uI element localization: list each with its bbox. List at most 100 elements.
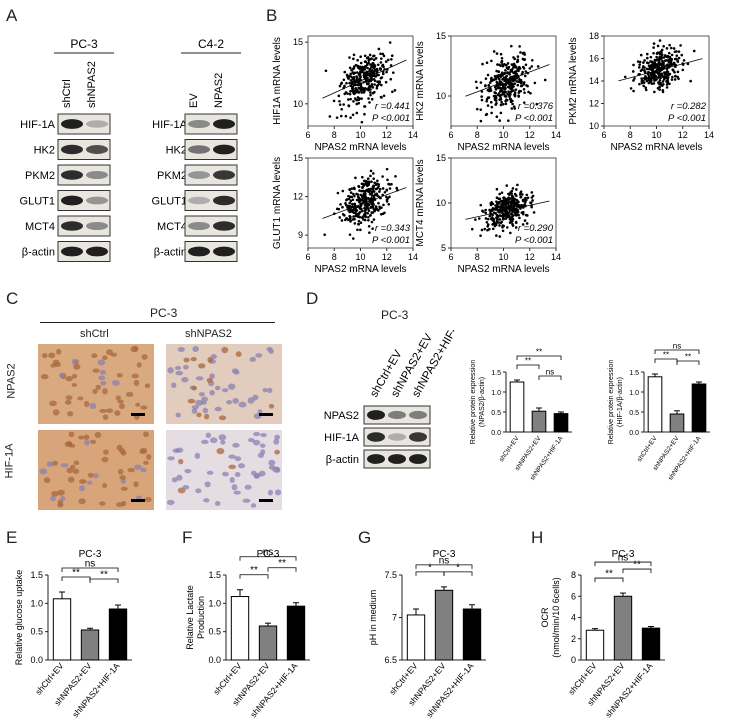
scatter-point <box>653 90 656 94</box>
scatter-point <box>654 75 658 78</box>
scatter-point <box>499 205 502 208</box>
scatter-point <box>652 82 656 85</box>
scatter-point <box>368 53 372 57</box>
blot-a-band <box>61 221 83 231</box>
scatter-point <box>364 196 368 200</box>
ihc-nucleus <box>95 384 101 391</box>
blot-a-protein-label: PKM2 <box>25 170 55 182</box>
scatter-point <box>368 214 372 217</box>
scatter-point <box>498 119 502 122</box>
ihc-nucleus <box>67 411 74 417</box>
chart-ytick-label: 0.0 <box>629 430 639 437</box>
scatter-point <box>353 194 356 198</box>
scatter-point <box>513 78 517 82</box>
blot-a-band <box>213 119 235 129</box>
scatter-xtick-label: 12 <box>678 130 688 140</box>
scatter-point <box>511 85 514 89</box>
blot-d-band <box>388 433 406 441</box>
scatter-point <box>372 196 376 200</box>
scatter-point <box>667 51 671 55</box>
scatter-point <box>365 73 369 77</box>
scatter-point <box>504 210 508 213</box>
chart-ytick-label: 0.0 <box>208 655 221 665</box>
scatter-point <box>499 103 503 107</box>
scatter-point <box>351 218 355 221</box>
ihc-panel-c: PC-3 shCtrl shNPAS2 NPAS2 HIF-1A <box>0 300 300 520</box>
blot-a-protein-label: MCT4 <box>25 221 55 233</box>
scatter-ytick-label: 18 <box>589 31 599 41</box>
ihc-nucleus <box>178 458 184 465</box>
scatter-point <box>665 86 669 89</box>
scatter-point <box>530 65 534 68</box>
blot-a-band <box>61 144 83 155</box>
scatter-xlabel: NPAS2 mRNA levels <box>314 142 406 153</box>
scatter-point <box>662 71 666 74</box>
scatter-point <box>370 85 374 88</box>
scatter-point <box>373 74 376 78</box>
scatter-ylabel: GLUT1 mRNA levels <box>272 157 283 249</box>
scatter-ylabel: HIF1A mRNA levels <box>272 37 283 125</box>
scatter-point <box>516 67 520 70</box>
ihc-nucleus <box>65 375 74 382</box>
scatter-ylabel: MCT4 mRNA levels <box>415 159 426 246</box>
significance-label: ns <box>618 553 629 564</box>
scatter-point <box>347 104 351 108</box>
scatter-point <box>363 112 366 116</box>
ihc-nucleus <box>205 432 212 439</box>
scatter-point <box>529 91 532 95</box>
scatter-point <box>526 84 529 88</box>
scatter-point <box>352 192 355 196</box>
ihc-nucleus <box>78 498 86 505</box>
scatter-point <box>512 105 516 109</box>
panel-label-f: F <box>182 528 193 547</box>
scatter-point <box>343 70 347 74</box>
scatter-point <box>676 59 679 63</box>
chart-ytick-label: 7 <box>392 613 397 623</box>
panel-label-h: H <box>531 528 544 547</box>
scatter-point <box>386 58 390 62</box>
scatter-point <box>502 203 506 206</box>
scatter-point <box>524 213 528 217</box>
ihc-nucleus <box>56 348 62 355</box>
scatter-point <box>339 203 342 206</box>
scatter-point <box>380 83 383 87</box>
chart-ytick-label: 1.5 <box>208 570 221 580</box>
scatter-point <box>361 68 365 71</box>
ihc-nucleus <box>216 447 225 455</box>
scatter-point <box>375 84 379 88</box>
scatter-point <box>636 60 640 63</box>
ihc-nucleus <box>268 403 275 409</box>
bar <box>531 410 547 433</box>
ihc-nucleus <box>78 479 87 484</box>
significance-label: ns <box>439 555 450 566</box>
significance-label: ** <box>685 353 691 362</box>
ihc-nucleus <box>54 362 61 367</box>
bar <box>80 629 100 661</box>
scatter-point <box>531 199 534 202</box>
scatter-point <box>348 92 352 96</box>
ihc-nucleus <box>167 367 174 374</box>
ihc-nucleus <box>106 408 114 413</box>
scatter-point <box>531 58 534 62</box>
ihc-nucleus <box>175 370 184 376</box>
ihc-nucleus <box>182 485 190 490</box>
scatter-point <box>382 54 386 58</box>
scatter-ytick-label: 14 <box>589 76 599 86</box>
scatter-point <box>504 90 508 94</box>
scatter-xtick-label: 6 <box>448 252 453 262</box>
scatter-point <box>369 93 372 97</box>
scatter-point <box>509 84 513 87</box>
scatter-point <box>493 91 497 94</box>
scatter-point <box>501 229 505 233</box>
scatter-p-label: P <0.001 <box>515 235 553 246</box>
ihc-nucleus <box>40 373 49 380</box>
chart-ytick-label: 1.5 <box>30 570 43 580</box>
scatter-point <box>357 101 361 105</box>
scatter-point <box>495 102 498 105</box>
scatter-xtick-label: 8 <box>475 252 480 262</box>
scatter-point <box>496 76 500 79</box>
scatter-point <box>335 116 339 119</box>
scatter-point <box>504 69 507 72</box>
scatter-point <box>519 195 522 199</box>
scatter-xtick-label: 8 <box>332 252 337 262</box>
